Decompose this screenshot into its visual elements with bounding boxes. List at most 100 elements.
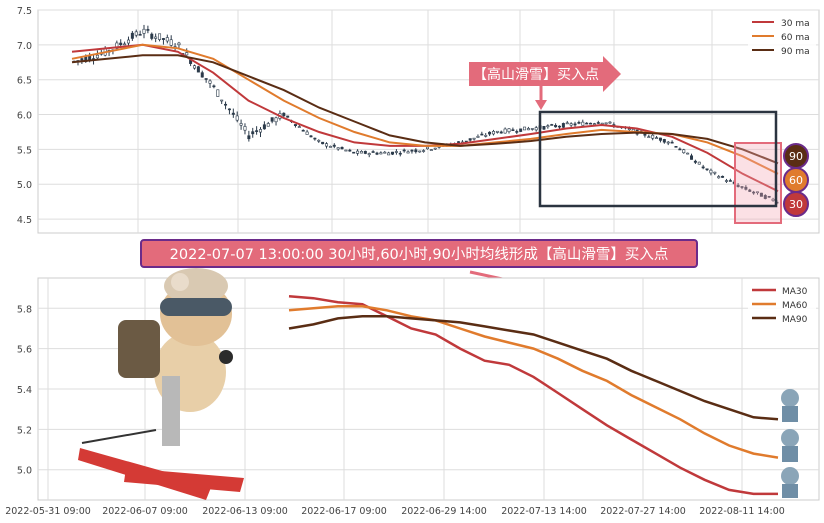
candle-body bbox=[359, 151, 363, 154]
candle-body bbox=[126, 39, 130, 44]
candle-body bbox=[484, 135, 488, 137]
callout-label: 【高山滑雪】买入点 bbox=[473, 66, 599, 83]
candle-body bbox=[422, 150, 426, 152]
candle-body bbox=[130, 32, 134, 39]
bottom-series-line-MA60 bbox=[288, 305, 779, 459]
bottom-x-axis: 2022-05-31 09:00 2022-06-07 09:00 2022-06-… bbox=[5, 506, 785, 517]
bottom-series-line-MA90 bbox=[288, 315, 779, 421]
candle-body bbox=[142, 28, 146, 34]
candle-body bbox=[682, 149, 686, 154]
candle-body bbox=[391, 151, 395, 155]
candle-body bbox=[247, 135, 251, 140]
candle-body bbox=[301, 129, 305, 132]
candle-body bbox=[763, 195, 767, 199]
top-y-axis: 4.5 5.0 5.5 6.0 6.5 7.0 7.5 bbox=[17, 6, 32, 226]
candle-body bbox=[317, 139, 321, 142]
candle-body bbox=[383, 151, 387, 154]
candle-body bbox=[519, 128, 523, 132]
candle-body bbox=[305, 131, 309, 135]
candle-body bbox=[499, 131, 503, 134]
candle-body bbox=[406, 151, 410, 154]
bottom-y-axis: 5.0 5.2 5.4 5.6 5.8 bbox=[17, 304, 32, 476]
candle-body bbox=[480, 133, 484, 136]
bottom-y-tick-label: 5.8 bbox=[17, 304, 32, 315]
candle-body bbox=[243, 126, 247, 131]
candle-body bbox=[705, 168, 709, 171]
bottom-x-tick-label: 2022-06-07 09:00 bbox=[102, 506, 188, 517]
badge-60-label: 60 bbox=[789, 174, 803, 187]
candle-body bbox=[736, 184, 740, 188]
candle-body bbox=[239, 123, 243, 126]
callout-arrow: 【高山滑雪】买入点 bbox=[469, 56, 621, 110]
candle-body bbox=[666, 141, 670, 144]
candle-body bbox=[523, 126, 527, 131]
candle-body bbox=[146, 29, 150, 31]
candle-body bbox=[328, 146, 332, 148]
candle-body bbox=[150, 33, 154, 39]
candle-body bbox=[740, 186, 744, 188]
bottom-x-tick-label: 2022-07-27 14:00 bbox=[600, 506, 686, 517]
candle-body bbox=[457, 141, 461, 143]
bottom-legend: MA30 MA60 MA90 bbox=[748, 282, 816, 328]
candle-body bbox=[204, 78, 208, 80]
candle-body bbox=[468, 138, 472, 141]
legend-label-90: 90 ma bbox=[781, 47, 810, 57]
candle-body bbox=[507, 128, 511, 133]
candle-body bbox=[534, 127, 538, 131]
candle-body bbox=[297, 126, 301, 128]
candle-body bbox=[728, 180, 732, 182]
candle-body bbox=[138, 34, 142, 36]
candle-body bbox=[192, 65, 196, 69]
top-price-chart: 4.5 5.0 5.5 6.0 6.5 7.0 7.5 【高山滑雪】买入点 30 ma 60… bbox=[17, 6, 820, 234]
candle-body bbox=[752, 191, 756, 194]
candle-body bbox=[429, 149, 433, 151]
candle-body bbox=[693, 160, 697, 163]
candle-body bbox=[325, 143, 329, 147]
candle-body bbox=[577, 122, 581, 124]
candle-body bbox=[255, 130, 259, 132]
candles bbox=[72, 24, 779, 205]
bottom-y-tick-label: 5.0 bbox=[17, 466, 32, 477]
candle-body bbox=[557, 125, 561, 128]
banner-text: 2022-07-07 13:00:00 30小时,60小时,90小时均线形成【高… bbox=[170, 246, 669, 263]
candle-body bbox=[542, 126, 546, 130]
candle-body bbox=[511, 129, 515, 131]
candle-body bbox=[251, 131, 255, 135]
top-y-tick-label: 6.5 bbox=[17, 76, 32, 87]
candle-body bbox=[561, 123, 565, 128]
candle-body bbox=[418, 150, 422, 153]
mini-skier-icons bbox=[781, 389, 799, 498]
badge-90-label: 90 bbox=[789, 150, 803, 163]
badge-30-label: 30 bbox=[789, 198, 803, 211]
legend-label-ma90: MA90 bbox=[782, 315, 808, 325]
candle-body bbox=[282, 112, 286, 117]
candle-body bbox=[402, 149, 406, 152]
candle-body bbox=[759, 192, 763, 197]
candle-body bbox=[161, 38, 165, 40]
bottom-x-tick-label: 2022-08-11 14:00 bbox=[699, 506, 785, 517]
top-y-tick-label: 7.0 bbox=[17, 41, 32, 52]
candle-body bbox=[569, 123, 573, 126]
candle-body bbox=[352, 151, 356, 154]
candle-body bbox=[220, 99, 224, 102]
candle-body bbox=[394, 151, 398, 153]
candle-body bbox=[196, 66, 200, 73]
candle-body bbox=[344, 149, 348, 152]
candle-body bbox=[546, 125, 550, 128]
highlight-box bbox=[734, 142, 782, 224]
candle-body bbox=[717, 176, 721, 179]
candle-body bbox=[647, 136, 651, 139]
candle-body bbox=[554, 125, 558, 128]
candle-body bbox=[550, 124, 554, 126]
candle-body bbox=[690, 155, 694, 160]
candle-body bbox=[313, 137, 317, 140]
candle-body bbox=[123, 43, 127, 46]
candle-body bbox=[286, 115, 290, 118]
candle-body bbox=[425, 146, 429, 150]
candle-body bbox=[95, 54, 99, 59]
candle-body bbox=[530, 128, 534, 130]
candle-body bbox=[709, 169, 713, 174]
candle-body bbox=[585, 122, 589, 125]
candle-body bbox=[701, 166, 705, 169]
legend-label-60: 60 ma bbox=[781, 33, 810, 43]
